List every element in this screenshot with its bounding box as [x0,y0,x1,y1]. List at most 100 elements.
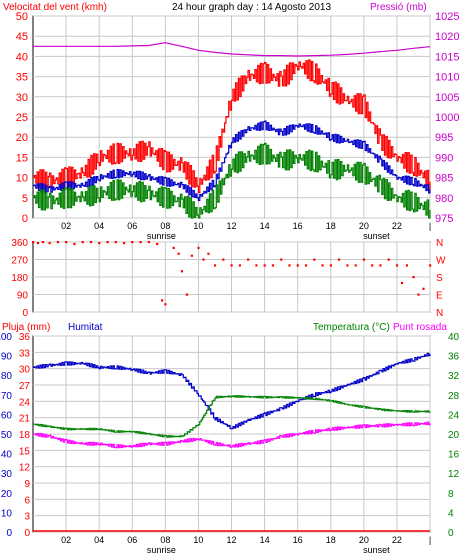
tick-label-pressure: 1020 [435,31,459,43]
tick-label-direction: 180 [11,273,28,284]
direction-point [387,258,390,261]
hour-tick-label-bottom: | [429,535,431,545]
direction-point [114,241,117,244]
tick-label-humidity: 50 [1,430,13,441]
tick-label-wind: 45 [16,31,28,43]
series-temperature [33,395,431,438]
sunset-label-bottom: sunset [363,545,390,555]
tick-label-wind: 25 [16,112,28,124]
tick-label-rain: 18 [19,430,31,441]
tick-label-pressure: 1000 [435,112,459,124]
direction-point [81,241,84,244]
direction-point [156,242,159,246]
tick-label-pressure: 1025 [435,11,459,23]
direction-point [48,241,51,245]
direction-point [412,276,415,279]
tick-label-rain: 9 [24,479,30,490]
tick-label-wind: 40 [16,51,28,63]
direction-point [207,252,210,255]
direction-point [346,264,349,267]
tick-label-wind: 35 [16,72,28,84]
direction-point [164,303,167,306]
direction-point [185,293,189,296]
hour-tick-label-bottom: 22 [392,535,402,545]
direction-point [98,241,101,245]
direction-point [213,264,217,267]
direction-point [177,252,180,255]
direction-point [73,242,76,246]
hour-tick-label: 22 [392,221,402,231]
direction-point [122,241,126,245]
tick-label-humidity: 80 [1,371,13,382]
tick-label-temperature: 4 [448,508,454,519]
direction-point [354,264,357,267]
tick-label-temperature: 8 [448,489,454,500]
direction-point [65,241,68,244]
direction-point [202,258,205,261]
hour-tick-label: | [429,221,431,231]
tick-label-temperature: 12 [448,469,460,480]
direction-point [296,264,299,267]
direction-point [172,246,175,250]
direction-point [313,258,316,261]
tick-label-humidity: 100 [0,332,12,343]
tick-label-temperature: 32 [448,371,460,382]
hour-tick-label-bottom: 20 [359,535,369,545]
hour-tick-label: 06 [127,221,137,231]
pressure-label: Pressió (mb) [370,2,427,13]
direction-point [379,264,382,267]
tick-label-pressure: 985 [435,173,453,185]
tick-label-pressure: 975 [435,213,453,225]
compass-label: W [436,256,446,267]
direction-point [304,264,308,267]
direction-point [147,241,150,244]
hour-tick-label: 02 [61,221,71,231]
temperature-label: Temperatura (°C) [313,322,390,333]
direction-point [230,264,233,267]
direction-point [56,241,60,244]
direction-point [32,241,35,244]
hour-tick-label-bottom: 14 [260,535,270,545]
tick-label-temperature: 20 [448,430,460,441]
tick-label-rain: 30 [19,365,31,376]
tick-label-rain: 6 [24,495,30,506]
direction-point [263,264,266,267]
tick-label-humidity: 0 [6,528,12,539]
direction-point [280,258,283,261]
direction-point [190,254,193,257]
rain-label: Pluja (mm) [2,322,50,333]
tick-label-humidity: 10 [1,508,13,519]
hour-tick-label: 08 [160,221,170,231]
direction-point [41,241,45,244]
tick-label-humidity: 30 [1,469,13,480]
hour-tick-label: 16 [293,221,303,231]
tick-label-temperature: 24 [448,410,460,421]
tick-label-rain: 36 [19,332,31,343]
series [32,42,432,532]
direction-point [338,258,341,261]
tick-label-rain: 27 [19,381,31,392]
series-wind_min [33,142,431,219]
tick-label-temperature: 28 [448,391,460,402]
tick-label-direction: 360 [11,238,28,249]
hour-tick-label: 10 [193,221,203,231]
direction-point [321,264,324,267]
axis-labels: 0510152025303540455097598098599099510001… [0,11,460,555]
hour-tick-label: 12 [226,221,236,231]
tick-label-humidity: 70 [1,391,13,402]
tick-label-wind: 15 [16,152,28,164]
direction-point [222,258,225,261]
tick-label-wind: 0 [22,213,28,225]
hour-tick-label-bottom: 16 [293,535,303,545]
tick-label-pressure: 1005 [435,92,459,104]
tick-label-rain: 33 [19,348,31,359]
compass-label: E [436,291,443,302]
direction-point [255,264,258,267]
tick-label-wind: 30 [16,92,28,104]
direction-point [422,287,425,290]
series-wind_avg [33,120,431,202]
tick-label-temperature: 36 [448,352,460,363]
direction-point [161,299,164,302]
wind-speed-label: Velocitat del vent (kmh) [3,2,107,13]
